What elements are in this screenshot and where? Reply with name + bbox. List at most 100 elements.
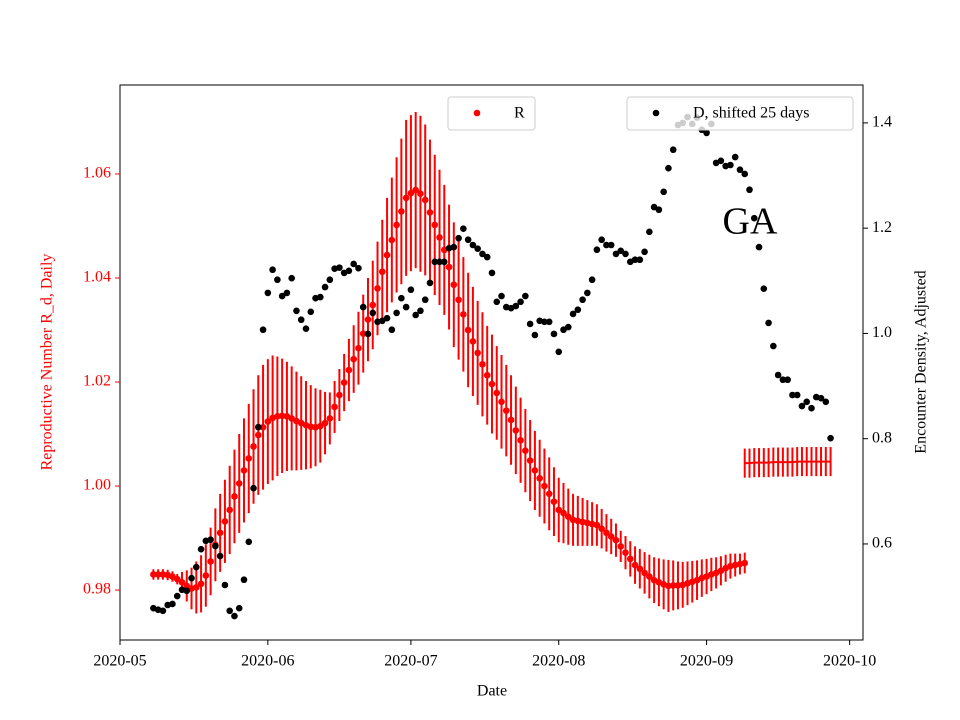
data-point	[603, 241, 610, 249]
legend-box	[447, 96, 536, 131]
data-point	[183, 587, 191, 595]
data-point	[617, 247, 625, 255]
data-point	[431, 258, 439, 266]
data-point	[593, 246, 601, 254]
data-point	[741, 559, 749, 567]
data-point	[460, 311, 467, 318]
legend-box	[626, 96, 854, 131]
data-point	[526, 457, 534, 464]
data-point	[598, 236, 605, 244]
data-point	[221, 518, 229, 525]
legend: D, shifted 25 days	[626, 96, 854, 131]
y-tick-label: 1.02	[83, 373, 111, 390]
data-point	[531, 467, 539, 474]
data-point	[555, 506, 563, 514]
data-point	[278, 412, 286, 420]
data-point	[355, 264, 362, 272]
data-point	[607, 533, 615, 540]
data-point	[226, 506, 233, 514]
data-point	[626, 555, 634, 563]
data-point	[827, 434, 834, 442]
data-point	[402, 194, 410, 202]
data-point	[274, 413, 281, 420]
data-point	[588, 276, 596, 284]
data-point	[369, 309, 377, 317]
data-point	[216, 552, 224, 560]
data-point	[660, 188, 667, 196]
data-point	[331, 403, 338, 411]
data-point	[612, 250, 620, 258]
data-point	[245, 538, 253, 546]
data-point	[636, 565, 644, 573]
data-point	[207, 558, 214, 565]
data-point	[274, 276, 281, 284]
data-point	[784, 376, 791, 384]
data-point	[307, 308, 315, 316]
data-point	[731, 153, 739, 161]
data-point	[197, 580, 205, 588]
data-point	[221, 581, 229, 589]
data-point	[569, 310, 577, 318]
data-point	[665, 164, 672, 172]
data-point	[460, 225, 467, 232]
data-point	[493, 298, 501, 306]
data-point	[808, 404, 815, 412]
data-point	[822, 398, 830, 406]
data-point	[560, 509, 567, 517]
data-point	[464, 326, 472, 334]
data-point	[641, 569, 648, 577]
legend-label: R	[514, 105, 525, 122]
data-point	[426, 209, 434, 216]
data-point	[302, 325, 310, 332]
data-point	[450, 281, 458, 289]
legend: R	[447, 96, 536, 131]
data-point	[178, 578, 186, 586]
y2-tick-label: 0.8	[872, 429, 892, 446]
data-point	[269, 266, 276, 274]
data-point	[345, 267, 353, 275]
data-point	[421, 196, 429, 204]
data-point	[321, 283, 329, 291]
data-point	[359, 330, 367, 337]
data-point	[150, 571, 157, 578]
data-point	[402, 303, 410, 311]
data-point	[398, 208, 405, 215]
data-point	[278, 292, 286, 300]
data-point	[665, 582, 672, 590]
x-tick-label: 2020-06	[241, 653, 294, 670]
data-point	[622, 549, 629, 556]
data-point	[407, 189, 415, 197]
y-axis-label: Reproductive Number R_d, Daily	[39, 254, 56, 471]
data-point	[431, 221, 439, 229]
data-point	[154, 571, 162, 578]
data-point	[212, 542, 219, 550]
data-point	[393, 309, 400, 317]
data-point	[240, 576, 248, 584]
data-point	[340, 379, 348, 386]
data-point	[250, 443, 257, 450]
data-point	[760, 285, 768, 292]
data-point	[240, 467, 248, 474]
data-point	[469, 338, 477, 345]
data-point	[426, 279, 434, 287]
data-point	[817, 394, 825, 402]
data-point	[264, 418, 272, 425]
data-point	[436, 258, 443, 266]
data-point	[479, 361, 486, 368]
data-point	[197, 545, 205, 553]
data-point	[193, 563, 200, 571]
data-point	[259, 326, 267, 334]
data-point	[612, 536, 620, 544]
data-point	[326, 276, 334, 284]
y-tick-label: 0.98	[83, 581, 111, 598]
data-point	[536, 474, 543, 482]
y-tick-label: 1.04	[83, 269, 111, 286]
data-point	[669, 582, 677, 589]
data-point	[593, 521, 601, 529]
data-point	[526, 320, 534, 328]
data-point	[440, 258, 448, 266]
data-point	[407, 286, 415, 294]
data-point	[350, 355, 357, 363]
data-point	[617, 543, 625, 550]
data-point	[474, 245, 481, 252]
